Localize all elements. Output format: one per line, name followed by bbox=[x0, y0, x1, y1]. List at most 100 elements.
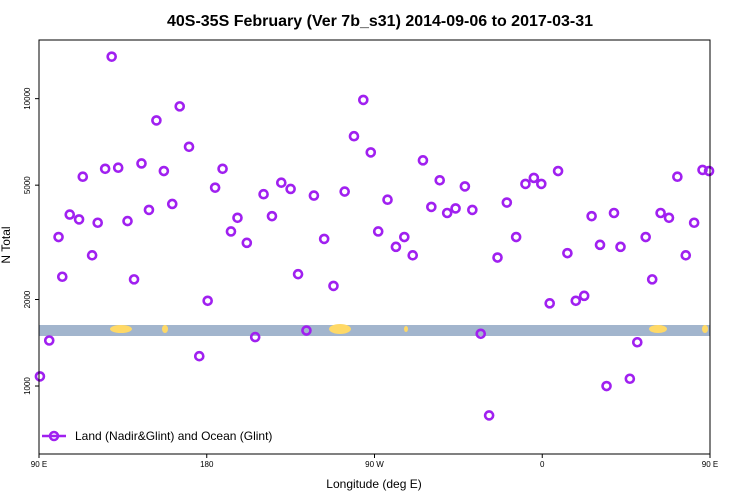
data-point-0-39 bbox=[348, 130, 360, 142]
data-point-0-17 bbox=[158, 165, 170, 177]
data-point-0-67 bbox=[586, 210, 597, 222]
data-point-0-3 bbox=[56, 271, 68, 283]
data-point-0-30 bbox=[266, 210, 278, 222]
data-point-0-40 bbox=[358, 94, 369, 106]
data-point-0-11 bbox=[112, 162, 124, 174]
data-point-0-28 bbox=[249, 331, 261, 343]
points-layer bbox=[34, 51, 715, 421]
data-point-0-43 bbox=[382, 194, 393, 206]
data-point-0-52 bbox=[459, 181, 471, 192]
data-point-0-2 bbox=[53, 231, 64, 243]
x-tick-label-4: 90 E bbox=[702, 460, 718, 469]
data-point-0-19 bbox=[174, 101, 186, 112]
data-point-0-70 bbox=[608, 207, 620, 219]
data-point-0-6 bbox=[77, 171, 89, 183]
data-point-0-25 bbox=[225, 226, 237, 237]
data-point-0-35 bbox=[308, 190, 320, 201]
y-axis-label: N Total bbox=[0, 226, 13, 263]
data-point-0-10 bbox=[106, 51, 117, 62]
data-point-0-62 bbox=[544, 298, 556, 309]
data-point-0-63 bbox=[552, 165, 564, 177]
land-mass-5 bbox=[702, 325, 708, 333]
data-point-0-77 bbox=[663, 212, 675, 224]
data-point-0-59 bbox=[520, 178, 531, 190]
data-point-0-56 bbox=[492, 252, 503, 263]
data-point-0-26 bbox=[232, 212, 243, 224]
data-point-0-75 bbox=[646, 274, 658, 285]
ocean-band bbox=[39, 325, 710, 336]
y-tick-label-1: 2000 bbox=[23, 290, 32, 308]
data-point-0-78 bbox=[672, 171, 683, 183]
data-point-0-60 bbox=[528, 172, 540, 184]
data-point-0-69 bbox=[601, 380, 612, 392]
land-band-layer bbox=[39, 324, 710, 336]
data-point-0-48 bbox=[426, 201, 437, 213]
data-point-0-71 bbox=[615, 241, 626, 253]
data-point-0-31 bbox=[276, 177, 287, 188]
data-point-0-76 bbox=[655, 207, 666, 219]
x-tick-label-0: 90 E bbox=[31, 460, 47, 469]
land-mass-4 bbox=[649, 325, 667, 333]
data-point-0-58 bbox=[510, 231, 522, 243]
data-point-0-33 bbox=[292, 268, 304, 280]
land-mass-2 bbox=[329, 324, 351, 334]
axes-layer: 90 E 180 90 W 0 90 E 1000 2000 5000 10000 bbox=[23, 87, 718, 469]
x-tick-label-2: 90 W bbox=[365, 460, 384, 469]
data-point-0-13 bbox=[128, 274, 140, 285]
data-point-0-81 bbox=[697, 164, 708, 176]
data-point-0-24 bbox=[217, 163, 228, 175]
data-point-0-72 bbox=[624, 373, 636, 385]
data-point-0-16 bbox=[151, 115, 162, 126]
data-point-0-49 bbox=[434, 174, 446, 186]
data-point-0-18 bbox=[166, 198, 178, 210]
data-point-0-64 bbox=[562, 247, 573, 259]
data-point-0-0 bbox=[34, 371, 46, 382]
data-point-0-27 bbox=[241, 237, 253, 249]
data-point-0-73 bbox=[632, 336, 643, 348]
data-point-0-8 bbox=[92, 217, 104, 229]
data-point-0-29 bbox=[258, 188, 269, 200]
legend: Land (Nadir&Glint) and Ocean (Glint) bbox=[42, 429, 272, 443]
data-point-0-23 bbox=[209, 182, 221, 193]
data-point-0-79 bbox=[680, 250, 692, 261]
data-point-0-9 bbox=[99, 163, 111, 175]
data-point-0-54 bbox=[475, 328, 487, 340]
data-point-0-4 bbox=[64, 209, 76, 220]
data-point-0-14 bbox=[136, 158, 147, 169]
data-point-0-37 bbox=[328, 280, 339, 292]
land-mass-1 bbox=[162, 325, 168, 333]
data-point-0-41 bbox=[365, 147, 377, 158]
data-point-0-45 bbox=[399, 231, 410, 243]
data-point-0-1 bbox=[43, 335, 55, 346]
y-tick-label-3: 10000 bbox=[23, 87, 32, 110]
y-tick-label-2: 5000 bbox=[23, 176, 32, 194]
plot-frame bbox=[38, 39, 711, 455]
data-point-0-68 bbox=[594, 239, 606, 251]
data-point-0-36 bbox=[318, 233, 330, 245]
legend-entry: Land (Nadir&Glint) and Ocean (Glint) bbox=[75, 429, 272, 443]
x-tick-label-3: 0 bbox=[540, 460, 545, 469]
legend-marker bbox=[48, 430, 60, 442]
data-point-0-20 bbox=[183, 141, 195, 153]
data-point-0-34 bbox=[301, 325, 312, 336]
data-point-0-22 bbox=[202, 295, 213, 307]
data-point-0-47 bbox=[417, 155, 429, 166]
data-point-0-55 bbox=[483, 410, 495, 421]
data-point-0-53 bbox=[467, 204, 478, 216]
chart-title: 40S-35S February (Ver 7b_s31) 2014-09-06… bbox=[167, 13, 593, 30]
data-point-0-21 bbox=[193, 350, 205, 362]
land-mass-3 bbox=[404, 326, 408, 332]
y-tick-label-0: 1000 bbox=[23, 377, 32, 395]
data-point-0-57 bbox=[501, 197, 513, 208]
data-point-0-32 bbox=[285, 183, 296, 195]
data-point-0-66 bbox=[578, 290, 590, 302]
data-point-0-38 bbox=[339, 186, 350, 197]
data-point-0-46 bbox=[407, 250, 419, 261]
data-point-0-61 bbox=[536, 178, 547, 190]
data-point-0-5 bbox=[73, 214, 85, 225]
data-point-0-82 bbox=[703, 165, 715, 177]
data-point-0-7 bbox=[86, 250, 98, 261]
data-point-0-50 bbox=[441, 207, 453, 219]
data-point-0-42 bbox=[372, 226, 384, 237]
